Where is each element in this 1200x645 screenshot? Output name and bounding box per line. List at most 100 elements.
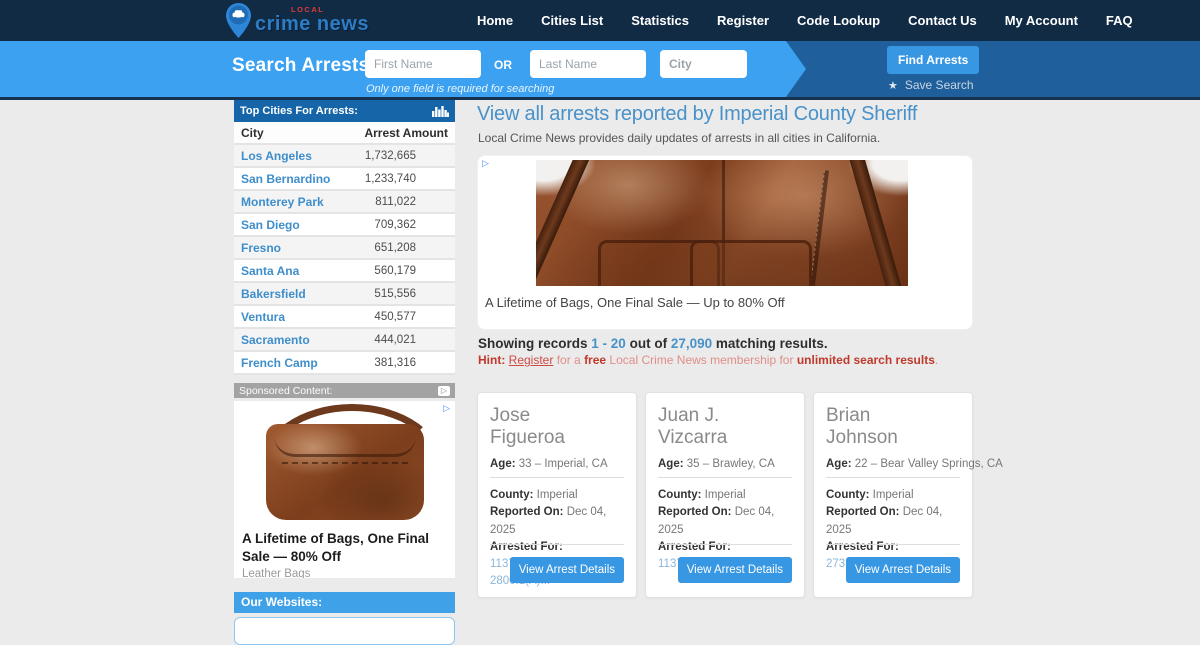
- table-row: San Diego 709,362: [234, 214, 455, 237]
- city-link[interactable]: French Camp: [241, 355, 318, 370]
- results-summary: Showing records 1 - 20 out of 27,090 mat…: [478, 336, 828, 351]
- sidebar: Top Cities For Arrests: City Arrest Amou…: [234, 100, 455, 645]
- find-arrests-button[interactable]: Find Arrests: [887, 46, 980, 74]
- arrest-amount: 1,233,740: [364, 172, 416, 185]
- ad-banner-caption[interactable]: A Lifetime of Bags, One Final Sale — Up …: [485, 295, 785, 310]
- adchoices-icon[interactable]: ▷: [482, 158, 489, 168]
- nav-item-faq[interactable]: FAQ: [1105, 13, 1133, 28]
- city-link[interactable]: San Diego: [241, 217, 300, 232]
- table-row: Monterey Park 811,022: [234, 191, 455, 214]
- register-link[interactable]: Register: [508, 353, 554, 367]
- arrest-amount: 381,316: [374, 356, 416, 369]
- nav-item-home[interactable]: Home: [476, 13, 514, 28]
- county-value: Imperial: [872, 489, 914, 501]
- arrested-for-label: Arrested For:: [490, 540, 563, 553]
- city-link[interactable]: Ventura: [241, 309, 286, 324]
- amount-column-header: Arrest Amount: [364, 125, 448, 140]
- county-value: Imperial: [536, 489, 578, 501]
- city-input[interactable]: [660, 50, 747, 78]
- hint-text: Local Crime News membership for: [609, 353, 794, 367]
- age-line: Age: 33 – Imperial, CA: [490, 458, 624, 478]
- first-name-input[interactable]: [365, 50, 481, 78]
- arrested-for-label: Arrested For:: [826, 540, 899, 553]
- arrestee-name: Juan J. Vizcarra: [658, 405, 728, 448]
- arrest-amount: 444,021: [374, 333, 416, 346]
- search-band: Search Arrests OR Only one field is requ…: [0, 41, 1200, 97]
- band-divider: [0, 97, 1200, 100]
- city-link[interactable]: Monterey Park: [241, 194, 324, 209]
- county-label: County:: [826, 489, 870, 501]
- city-link[interactable]: Santa Ana: [241, 263, 300, 278]
- reported-label: Reported On:: [490, 506, 564, 519]
- county-value: Imperial: [704, 489, 746, 501]
- top-header: LOCAL crime news Home Cities List Statisti…: [0, 0, 1200, 41]
- results-middle: out of: [629, 336, 668, 351]
- sponsored-ad[interactable]: ▷ A Lifetime of Bags, One Final Sale — 8…: [234, 401, 455, 578]
- arrestee-name: Jose Figueroa: [490, 405, 565, 448]
- nav-item-code-lookup[interactable]: Code Lookup: [797, 13, 881, 28]
- site-logo[interactable]: LOCAL crime news: [226, 0, 369, 41]
- main-nav: Home Cities List Statistics Register Code Lo…: [477, 13, 1133, 28]
- nav-item-register[interactable]: Register: [717, 13, 770, 28]
- adchoices-icon[interactable]: ▷: [437, 385, 450, 396]
- sponsored-content-header: Sponsored Content: ▷: [234, 383, 455, 398]
- reported-value: Dec 04, 2025: [490, 506, 607, 536]
- nav-item-cities-list[interactable]: Cities List: [541, 13, 604, 28]
- arrestee-name: Brian Johnson: [826, 405, 898, 448]
- results-suffix: matching results.: [715, 336, 828, 351]
- table-row: French Camp 381,316: [234, 352, 455, 375]
- hint-text: for a: [556, 353, 581, 367]
- banner-ad[interactable]: ▷ A Lifetime of Bags, One Final Sale — U…: [477, 155, 973, 330]
- table-row: Sacramento 444,021: [234, 329, 455, 352]
- county-label: County:: [658, 489, 702, 501]
- age-value: 35 – Brawley, CA: [686, 458, 775, 470]
- nav-item-contact-us[interactable]: Contact Us: [908, 13, 977, 28]
- hint-label: Hint:: [478, 353, 506, 367]
- card-divider: [658, 544, 792, 545]
- arrest-cards: Jose Figueroa Age: 33 – Imperial, CA Cou…: [477, 392, 1003, 598]
- arrest-amount: 709,362: [374, 218, 416, 231]
- last-name-input[interactable]: [530, 50, 646, 78]
- city-column-header: City: [241, 125, 264, 140]
- ad-headline[interactable]: A Lifetime of Bags, One Final Sale — 80%…: [242, 531, 430, 564]
- page-subtitle: Local Crime News provides daily updates …: [478, 131, 881, 145]
- save-search-label: Save Search: [904, 78, 974, 92]
- arrest-amount: 515,556: [374, 287, 416, 300]
- nav-item-my-account[interactable]: My Account: [1004, 13, 1078, 28]
- table-row: Los Angeles 1,732,665: [234, 145, 455, 168]
- county-label: County:: [490, 489, 534, 501]
- view-arrest-details-button[interactable]: View Arrest Details: [845, 557, 960, 583]
- age-value: 33 – Imperial, CA: [518, 458, 608, 470]
- search-requirement-hint: Only one field is required for searching: [366, 83, 555, 95]
- membership-hint: Hint: Register for a free Local Crime Ne…: [478, 353, 938, 367]
- ad-banner-image: [536, 160, 908, 286]
- age-line: Age: 35 – Brawley, CA: [658, 458, 792, 478]
- view-arrest-details-button[interactable]: View Arrest Details: [677, 557, 792, 583]
- city-link[interactable]: Fresno: [241, 240, 282, 255]
- arrest-amount: 450,577: [374, 310, 416, 323]
- city-link[interactable]: Sacramento: [241, 332, 310, 347]
- city-link[interactable]: San Bernardino: [241, 171, 331, 186]
- nav-item-statistics[interactable]: Statistics: [631, 13, 690, 28]
- table-row: San Bernardino 1,233,740: [234, 168, 455, 191]
- age-value: 22 – Bear Valley Springs, CA: [854, 458, 1003, 470]
- search-arrests-title: Search Arrests: [232, 55, 370, 76]
- hint-free: free: [584, 353, 607, 367]
- page-title: View all arrests reported by Imperial Co…: [477, 103, 918, 125]
- sponsored-content-label: Sponsored Content:: [239, 384, 333, 397]
- age-label: Age:: [490, 458, 516, 470]
- ad-product-image: [251, 404, 446, 522]
- hint-bold-end: unlimited search results: [796, 353, 935, 367]
- star-icon: ★: [888, 79, 898, 92]
- adchoices-icon[interactable]: ▷: [443, 403, 450, 413]
- results-range: 1 - 20: [591, 336, 626, 351]
- our-websites-box: [234, 617, 455, 645]
- city-link[interactable]: Bakersfield: [241, 286, 306, 301]
- results-total: 27,090: [670, 336, 713, 351]
- card-divider: [826, 544, 960, 545]
- top-cities-header-label: Top Cities For Arrests:: [240, 105, 358, 117]
- view-arrest-details-button[interactable]: View Arrest Details: [509, 557, 624, 583]
- card-divider: [490, 544, 624, 545]
- save-search-link[interactable]: ★ Save Search: [888, 78, 974, 92]
- city-link[interactable]: Los Angeles: [241, 148, 312, 163]
